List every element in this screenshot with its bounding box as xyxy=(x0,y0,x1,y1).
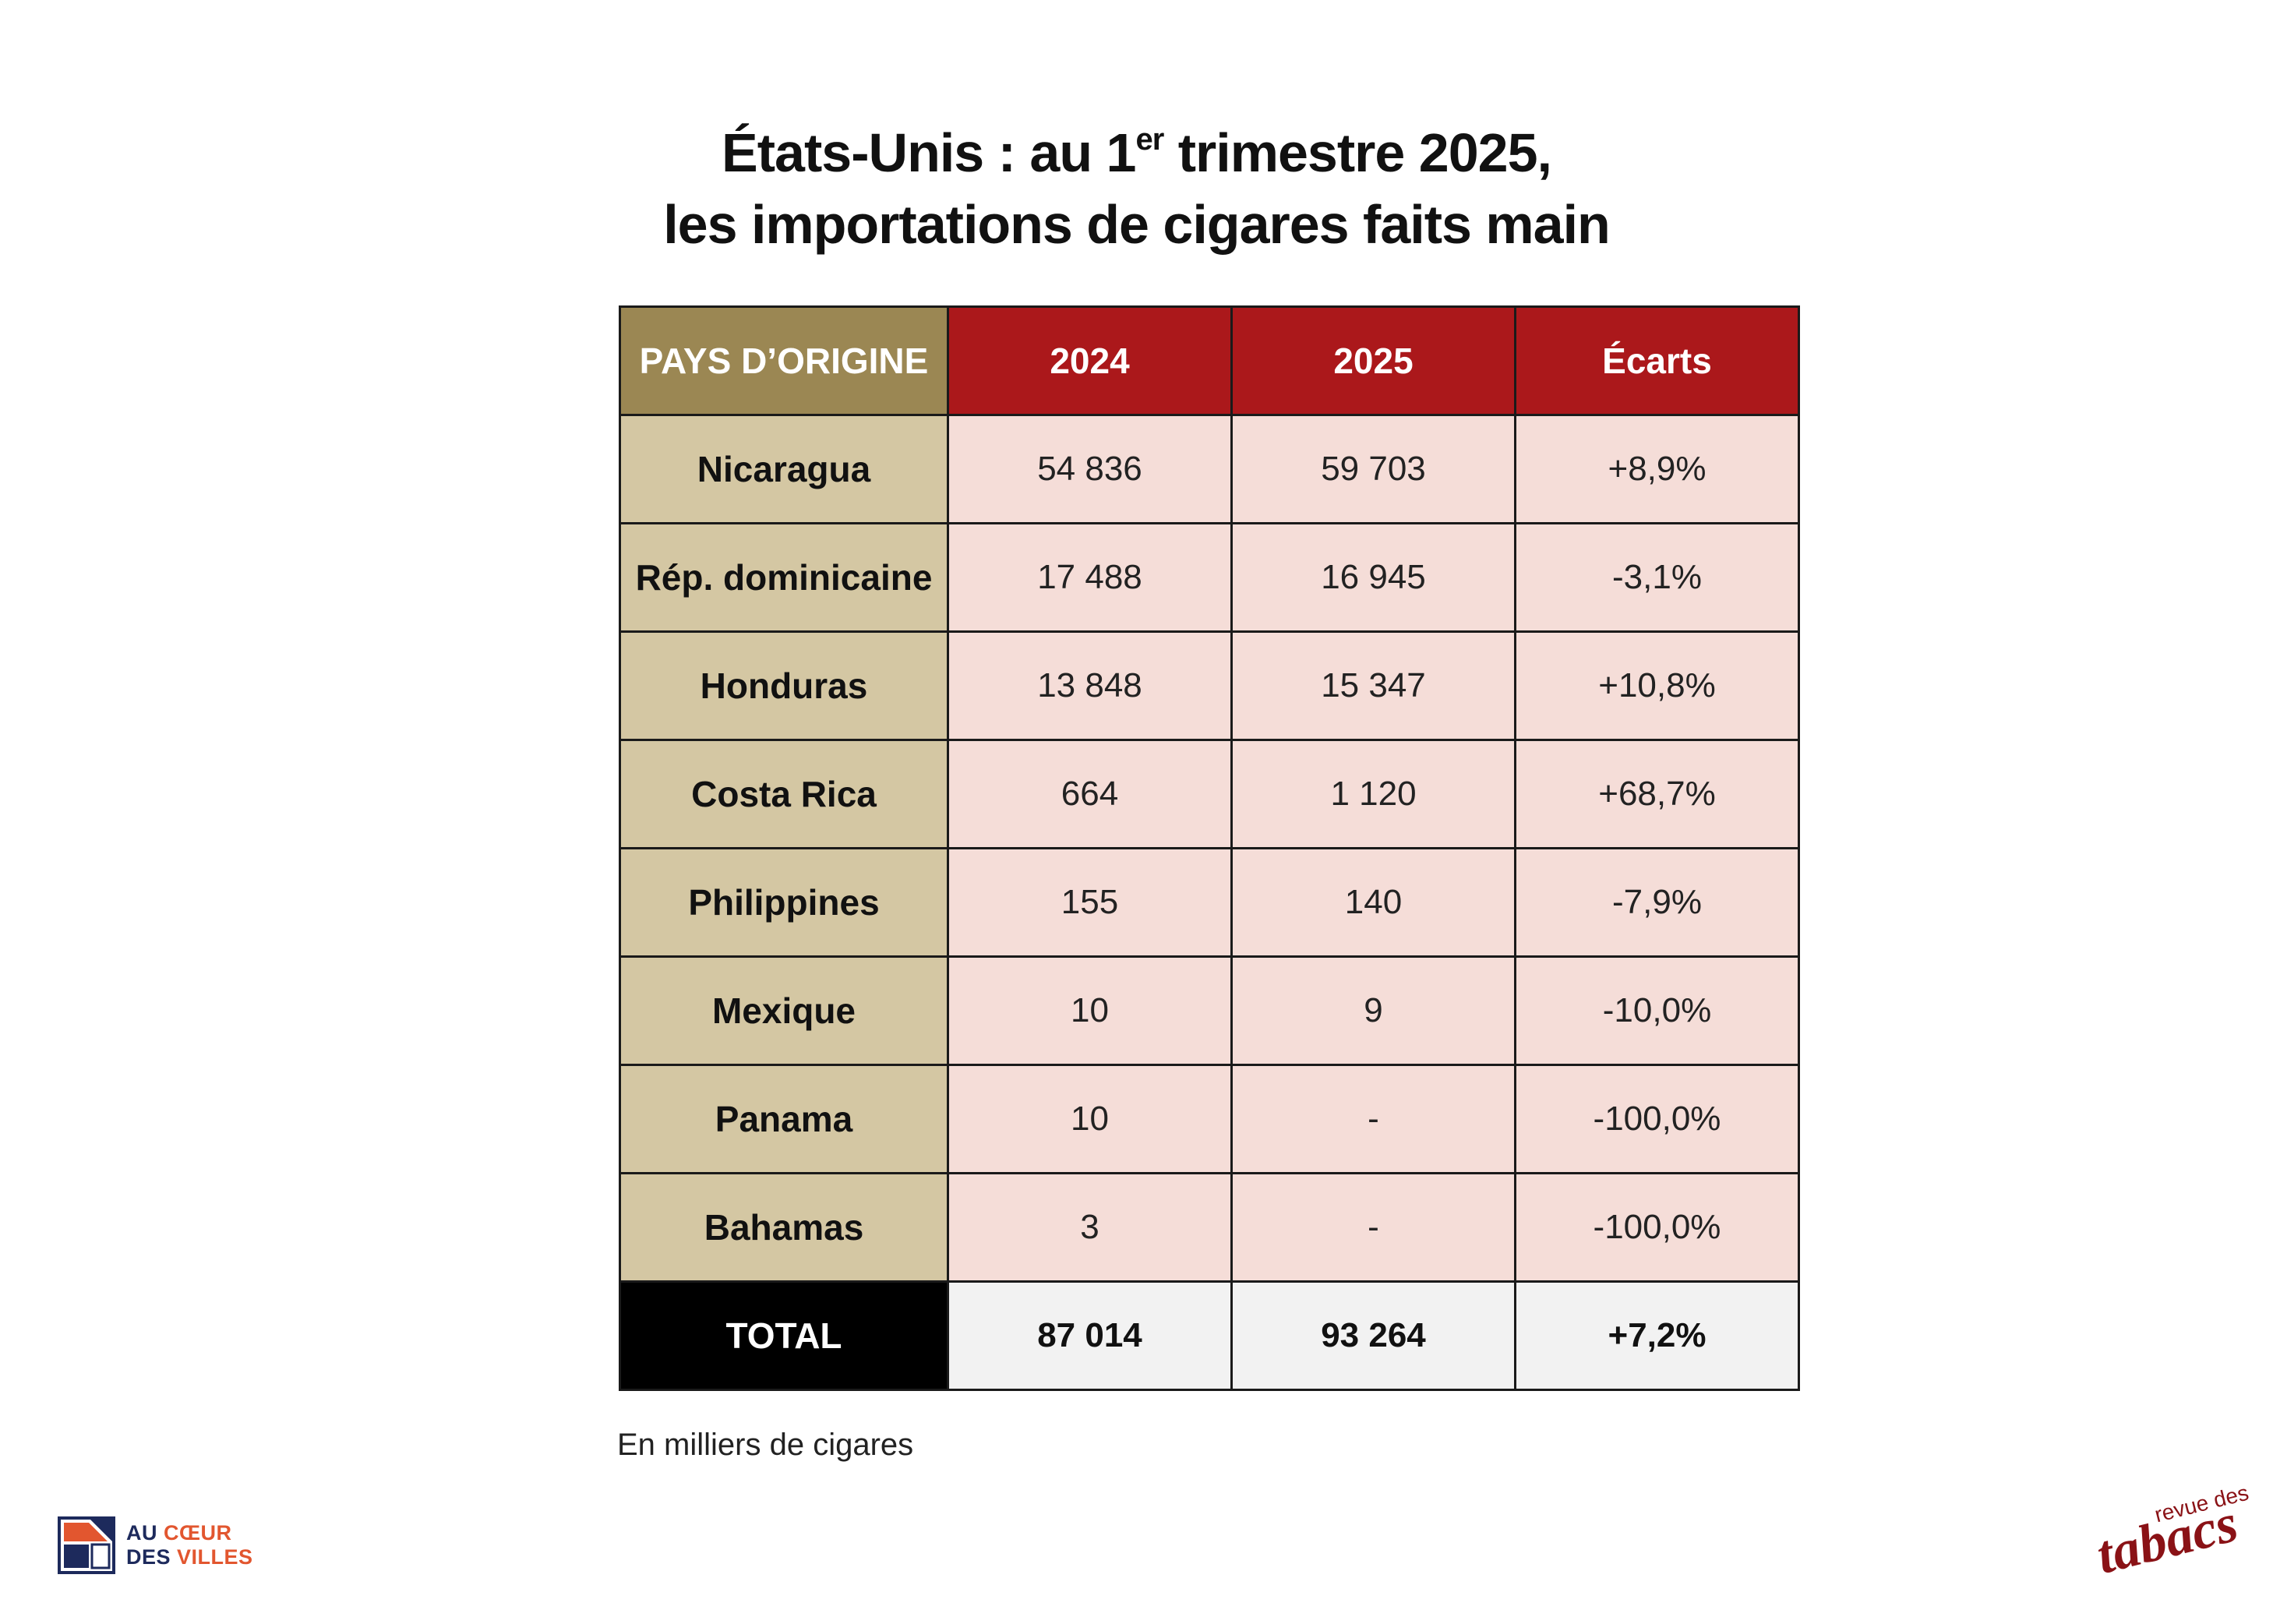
header-country: PAYS D’ORIGINE xyxy=(619,305,949,416)
value-2024-cell: 10 xyxy=(947,1064,1233,1174)
table-row: Panama 10 - -100,0% xyxy=(619,1064,1800,1174)
total-row: TOTAL 87 014 93 264 +7,2% xyxy=(619,1280,1800,1391)
revue-des-tabacs-logo: revue des tabacs xyxy=(2091,1481,2250,1588)
country-cell: Bahamas xyxy=(619,1172,949,1283)
table-row: Mexique 10 9 -10,0% xyxy=(619,955,1800,1066)
table-row: Philippines 155 140 -7,9% xyxy=(619,847,1800,958)
ecart-cell: +68,7% xyxy=(1514,739,1800,849)
country-cell: Philippines xyxy=(619,847,949,958)
value-2024-cell: 664 xyxy=(947,739,1233,849)
table-row: Rép. dominicaine 17 488 16 945 -3,1% xyxy=(619,522,1800,633)
ecart-cell: -100,0% xyxy=(1514,1172,1800,1283)
country-cell: Panama xyxy=(619,1064,949,1174)
table-row: Bahamas 3 - -100,0% xyxy=(619,1172,1800,1283)
imports-table: PAYS D’ORIGINE 2024 2025 Écarts Nicaragu… xyxy=(619,305,1800,1391)
value-2025-cell: - xyxy=(1230,1064,1516,1174)
total-label-cell: TOTAL xyxy=(619,1280,949,1391)
header-ecarts: Écarts xyxy=(1514,305,1800,416)
table-row: Costa Rica 664 1 120 +68,7% xyxy=(619,739,1800,849)
table-row: Honduras 13 848 15 347 +10,8% xyxy=(619,630,1800,741)
logo-left-text: AU CŒUR DES VILLES xyxy=(126,1521,253,1569)
title-line-2: les importations de cigares faits main xyxy=(663,194,1611,255)
value-2025-cell: 59 703 xyxy=(1230,414,1516,524)
ecart-cell: -10,0% xyxy=(1514,955,1800,1066)
ecart-cell: -3,1% xyxy=(1514,522,1800,633)
value-2024-cell: 13 848 xyxy=(947,630,1233,741)
value-2025-cell: 9 xyxy=(1230,955,1516,1066)
total-2025-cell: 93 264 xyxy=(1230,1280,1516,1391)
value-2025-cell: 16 945 xyxy=(1230,522,1516,633)
total-2024-cell: 87 014 xyxy=(947,1280,1233,1391)
country-cell: Rép. dominicaine xyxy=(619,522,949,633)
value-2025-cell: 1 120 xyxy=(1230,739,1516,849)
value-2025-cell: 140 xyxy=(1230,847,1516,958)
total-ecart-cell: +7,2% xyxy=(1514,1280,1800,1391)
value-2024-cell: 155 xyxy=(947,847,1233,958)
header-2025: 2025 xyxy=(1230,305,1516,416)
header-2024: 2024 xyxy=(947,305,1233,416)
ecart-cell: +8,9% xyxy=(1514,414,1800,524)
ecart-cell: -7,9% xyxy=(1514,847,1800,958)
value-2024-cell: 54 836 xyxy=(947,414,1233,524)
house-logo-icon xyxy=(58,1516,115,1574)
unit-note: En milliers de cigares xyxy=(617,1428,914,1462)
page-title: États-Unis : au 1er trimestre 2025, les … xyxy=(0,117,2273,260)
value-2024-cell: 17 488 xyxy=(947,522,1233,633)
ecart-cell: -100,0% xyxy=(1514,1064,1800,1174)
value-2025-cell: 15 347 xyxy=(1230,630,1516,741)
country-cell: Nicaragua xyxy=(619,414,949,524)
table-header-row: PAYS D’ORIGINE 2024 2025 Écarts xyxy=(619,305,1800,416)
value-2024-cell: 3 xyxy=(947,1172,1233,1283)
country-cell: Costa Rica xyxy=(619,739,949,849)
value-2024-cell: 10 xyxy=(947,955,1233,1066)
country-cell: Honduras xyxy=(619,630,949,741)
table-row: Nicaragua 54 836 59 703 +8,9% xyxy=(619,414,1800,524)
value-2025-cell: - xyxy=(1230,1172,1516,1283)
ecart-cell: +10,8% xyxy=(1514,630,1800,741)
title-line-1: États-Unis : au 1er trimestre 2025, xyxy=(722,122,1552,183)
country-cell: Mexique xyxy=(619,955,949,1066)
au-coeur-des-villes-logo: AU CŒUR DES VILLES xyxy=(58,1516,253,1574)
